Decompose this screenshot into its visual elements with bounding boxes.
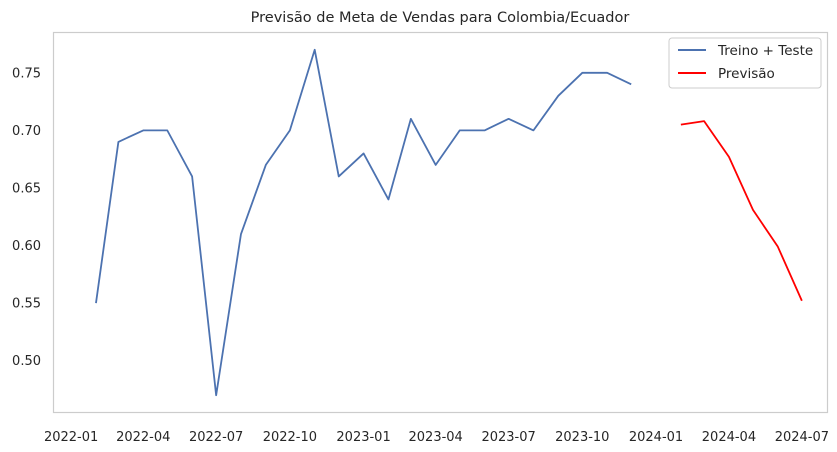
y-tick-label: 0.75 (12, 66, 41, 81)
x-tick-label: 2022-01 (44, 430, 98, 445)
x-tick-label: 2022-07 (189, 430, 243, 445)
legend-label-previsao: Previsão (718, 66, 775, 82)
x-tick-label: 2024-04 (702, 430, 756, 445)
y-tick-label: 0.60 (12, 239, 41, 254)
x-tick-label: 2022-04 (116, 430, 170, 445)
series-lines (95, 48, 803, 397)
y-tick-label: 0.70 (12, 124, 41, 139)
y-tick-label: 0.50 (12, 354, 41, 369)
y-tick-label: 0.55 (12, 297, 41, 312)
x-tick-label: 2023-01 (336, 430, 390, 445)
y-axis-ticks: 0.50 0.55 0.60 0.65 0.70 0.75 (12, 66, 41, 369)
legend: Treino + Teste Previsão (668, 37, 822, 89)
legend-box (668, 37, 822, 89)
x-tick-label: 2024-07 (775, 430, 829, 445)
plot-area (52, 31, 829, 414)
x-tick-label: 2024-01 (629, 430, 683, 445)
series-line-1 (680, 120, 803, 302)
legend-label-treino-teste: Treino + Teste (717, 43, 813, 59)
x-tick-label: 2023-10 (555, 430, 609, 445)
chart-title: Previsão de Meta de Vendas para Colombia… (251, 10, 630, 26)
x-tick-label: 2022-10 (263, 430, 317, 445)
x-axis-ticks: 2022-01 2022-04 2022-07 2022-10 2023-01 2023-… (44, 430, 829, 445)
y-tick-label: 0.65 (12, 181, 41, 196)
series-line-0 (95, 48, 632, 397)
x-tick-label: 2023-04 (409, 430, 463, 445)
x-tick-label: 2023-07 (481, 430, 535, 445)
